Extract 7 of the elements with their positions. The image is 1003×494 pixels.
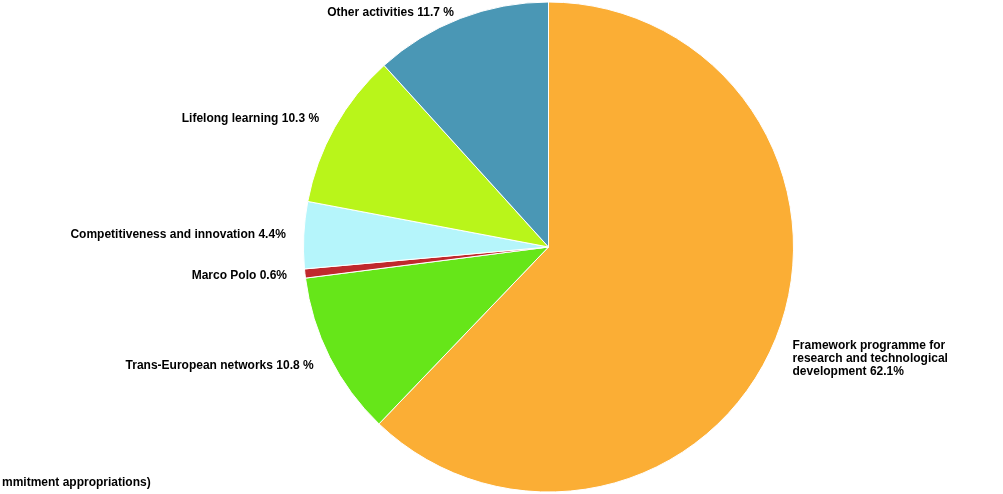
slice-label: Framework programme for research and technological development 62.1% xyxy=(792,338,948,379)
slice-label: Lifelong learning 10.3 % xyxy=(181,111,320,126)
slice-label: Marco Polo 0.6% xyxy=(191,268,288,283)
slice-label: Competitiveness and innovation 4.4% xyxy=(70,227,287,242)
text: mmitment appropriations) xyxy=(2,475,151,489)
slice-label: Other activities 11.7 % xyxy=(327,5,455,19)
slice-label: Trans-European networks 10.8 % xyxy=(125,358,314,373)
